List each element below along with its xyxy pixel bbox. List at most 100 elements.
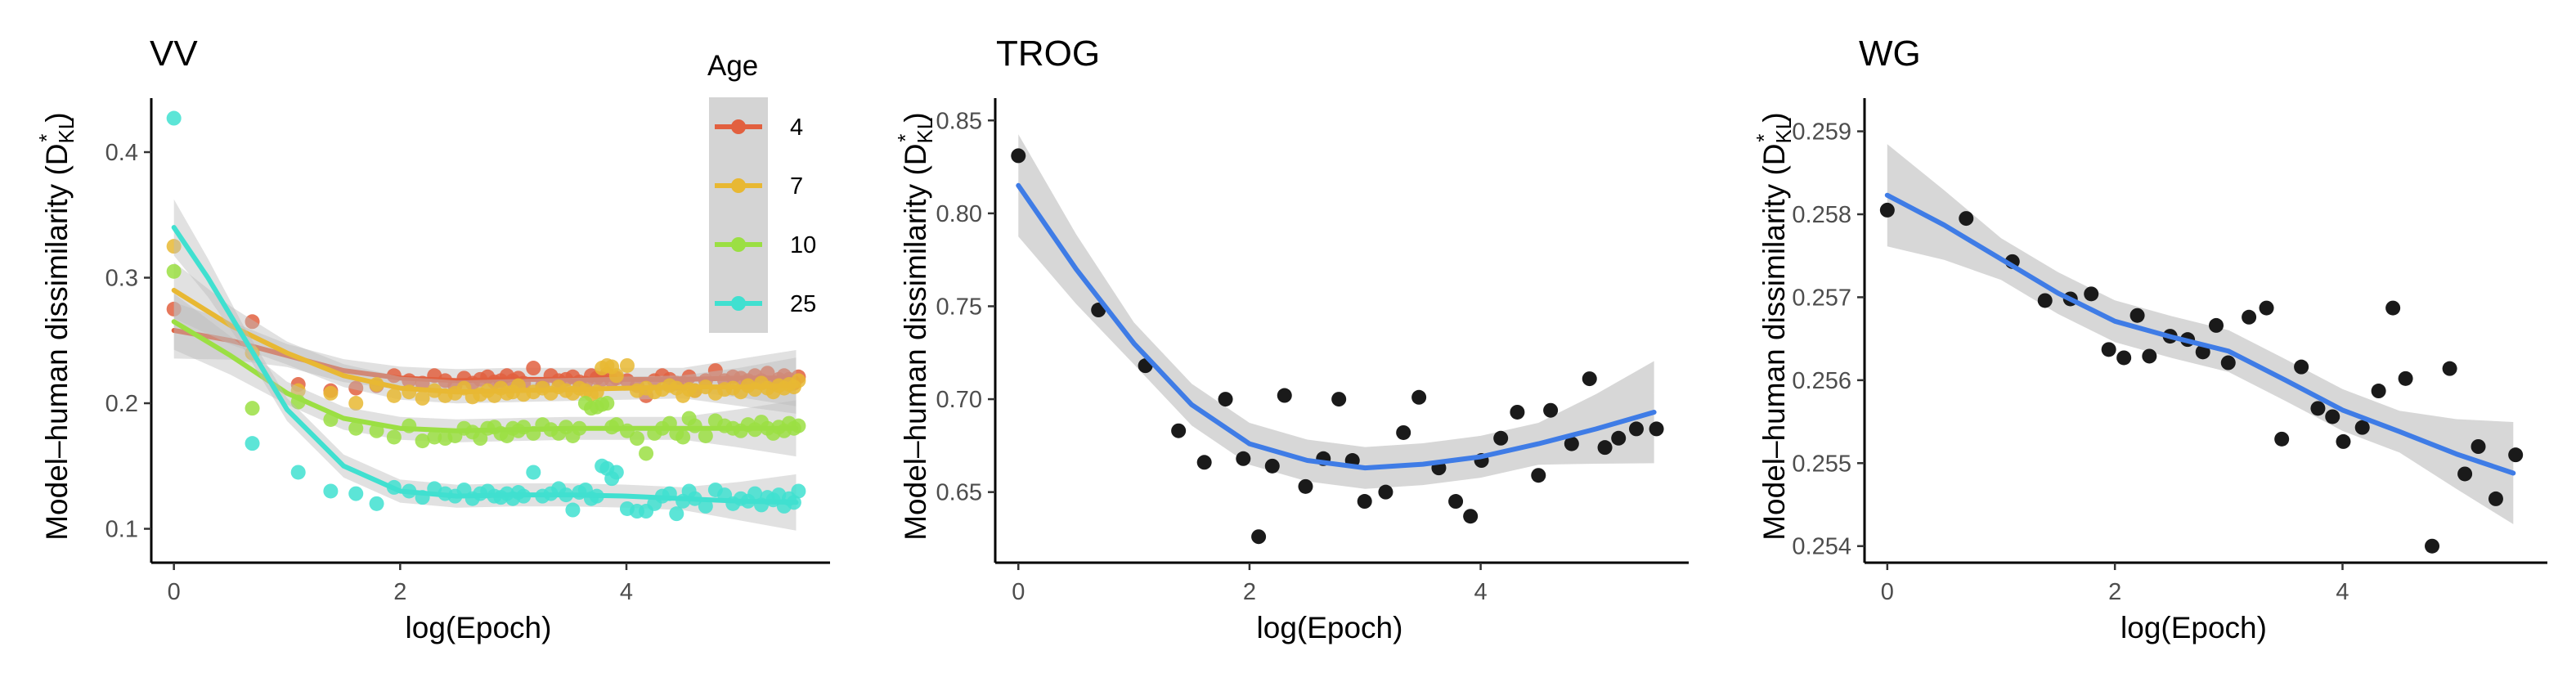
- series-TROG: [1011, 134, 1664, 545]
- data-point: [2398, 370, 2413, 386]
- data-point: [348, 396, 364, 411]
- data-point: [698, 498, 713, 514]
- data-point: [1331, 392, 1347, 407]
- data-point: [2242, 309, 2257, 325]
- data-point: [323, 483, 339, 499]
- data-point: [1582, 371, 1597, 387]
- series-7: [166, 239, 806, 414]
- data-point: [687, 418, 702, 433]
- legend-label: 10: [790, 232, 816, 258]
- data-point: [2129, 308, 2145, 323]
- data-point: [1493, 430, 1509, 446]
- y-tick-label: 0.85: [936, 108, 982, 134]
- fit-line: [171, 225, 799, 505]
- x-tick-label: 4: [2336, 579, 2349, 605]
- confidence-band: [173, 199, 797, 531]
- y-tick-label: 0.80: [936, 201, 982, 227]
- legend-label: 25: [790, 291, 816, 317]
- data-point: [2209, 317, 2224, 333]
- confidence-band: [173, 262, 797, 414]
- data-point: [630, 431, 645, 447]
- data-point: [2259, 300, 2274, 316]
- data-point: [2195, 344, 2210, 360]
- y-tick-label: 0.70: [936, 387, 982, 413]
- data-point: [1396, 424, 1411, 440]
- data-point: [675, 429, 691, 445]
- data-point: [2294, 359, 2309, 375]
- series-10: [166, 263, 806, 461]
- data-point: [1171, 423, 1187, 438]
- data-point: [415, 433, 430, 449]
- x-axis-title: log(Epoch): [2120, 611, 2267, 644]
- data-point: [1251, 529, 1267, 545]
- chart-panel-wg: WG 0 2 4 0.254 0.255 0.256 0.257 0.258 0.259 log(E…: [1752, 34, 2547, 644]
- legend-label: 7: [790, 173, 803, 200]
- data-point: [1611, 430, 1627, 446]
- data-point: [386, 429, 402, 445]
- x-tick-label: 2: [2108, 579, 2121, 605]
- data-point: [639, 446, 654, 461]
- data-point: [245, 436, 260, 451]
- data-point: [369, 496, 384, 511]
- y-axis-title: Model–human dissimilarity (DKL*): [34, 112, 79, 541]
- y-tick-label: 0.256: [1792, 368, 1851, 394]
- y-tick-label: 0.2: [105, 391, 138, 417]
- data-point: [526, 465, 541, 480]
- y-tick-label: 0.255: [1792, 451, 1851, 477]
- confidence-band: [1018, 134, 1654, 489]
- x-tick-label: 4: [1474, 579, 1488, 605]
- x-tick-label: 0: [1881, 579, 1894, 605]
- data-point: [1597, 440, 1613, 456]
- data-point: [427, 429, 442, 445]
- data-point: [2385, 300, 2401, 316]
- data-point: [669, 506, 684, 522]
- data-point: [526, 361, 541, 376]
- data-point: [747, 486, 763, 501]
- data-point: [2457, 466, 2473, 482]
- data-point: [1196, 455, 1212, 470]
- panel-title: TROG: [996, 34, 1100, 74]
- data-point: [1236, 451, 1251, 466]
- legend-key-point: [731, 296, 746, 311]
- legend-key-point: [731, 119, 746, 134]
- data-point: [1298, 478, 1313, 494]
- data-point: [166, 110, 182, 126]
- fit-line: [171, 319, 799, 433]
- data-point: [599, 396, 615, 411]
- data-point: [348, 380, 364, 396]
- data-point: [1510, 404, 1525, 420]
- data-point: [2037, 293, 2053, 308]
- y-tick-label: 0.65: [936, 480, 982, 506]
- data-point: [565, 502, 581, 518]
- legend-label: 4: [790, 114, 803, 141]
- y-axis-title: Model–human dissimilarity (DKL*): [1752, 112, 1796, 541]
- chart-panel-vv: VV 0 2 4 0.1 0.2 0.3 0.4 log(Epoch) Model–human d…: [34, 34, 830, 644]
- x-tick-label: 2: [1243, 579, 1256, 605]
- data-point: [386, 388, 402, 403]
- data-point: [791, 483, 806, 499]
- data-point: [2354, 420, 2370, 435]
- data-point: [1649, 421, 1664, 437]
- data-point: [2142, 348, 2157, 364]
- data-point: [2101, 342, 2116, 357]
- data-point: [619, 357, 635, 373]
- data-point: [166, 263, 182, 279]
- x-axis-title: log(Epoch): [1257, 611, 1403, 644]
- x-tick-label: 2: [393, 579, 406, 605]
- data-point: [608, 368, 624, 384]
- fit-line: [1884, 192, 2516, 476]
- x-tick-label: 4: [620, 579, 633, 605]
- data-point: [2336, 433, 2351, 449]
- data-point: [2274, 431, 2290, 447]
- panel-title: WG: [1859, 34, 1921, 74]
- data-point: [1879, 202, 1895, 218]
- data-point: [2508, 447, 2524, 463]
- data-point: [2220, 355, 2236, 370]
- data-point: [2471, 439, 2486, 454]
- y-tick-label: 0.257: [1792, 285, 1851, 311]
- y-tick-label: 0.259: [1792, 119, 1851, 146]
- legend: Age 4 7 10 25: [707, 50, 816, 333]
- data-point: [166, 239, 182, 254]
- data-point: [2310, 401, 2326, 416]
